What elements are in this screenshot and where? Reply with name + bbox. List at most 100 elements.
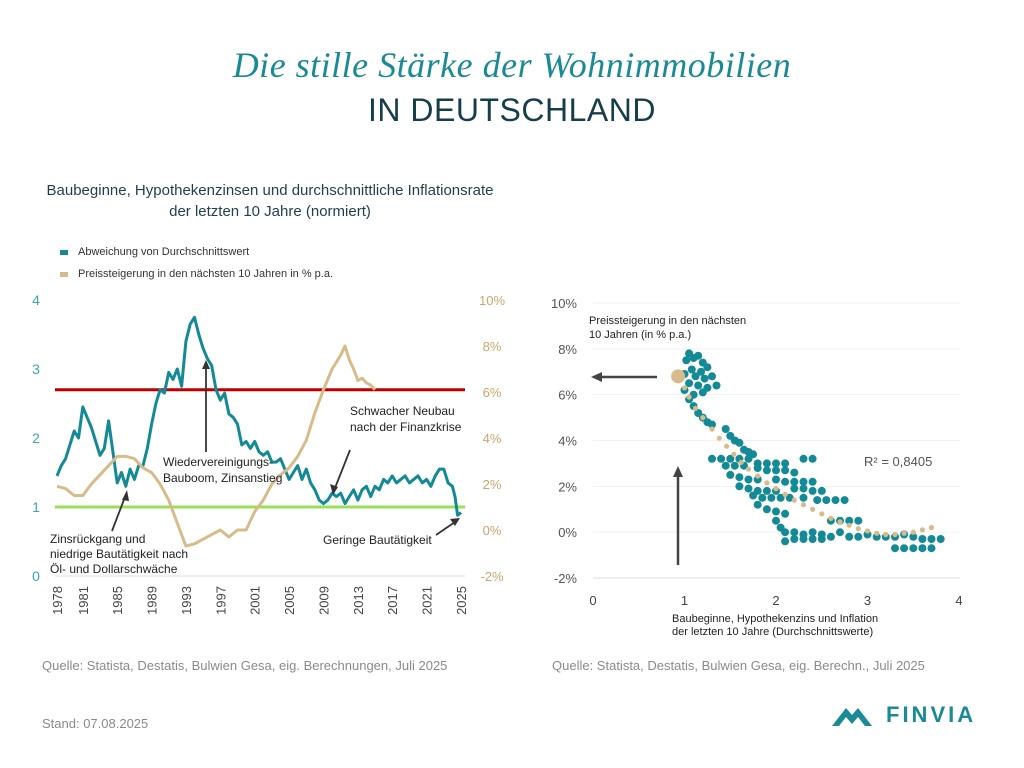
annotation-price-growth: 10 Jahren (in % p.a.) (589, 329, 691, 341)
scatter-point (772, 507, 780, 516)
y-left-tick-label: 2 (32, 430, 40, 446)
scatter-point (753, 464, 762, 472)
r-squared-label: R² = 0,8405 (864, 454, 932, 469)
scatter-point (749, 450, 758, 459)
scatter-point (744, 454, 753, 463)
y-right-tick-label: 6% (483, 385, 502, 400)
scatter-point (694, 351, 703, 360)
arrow-head-icon (122, 490, 129, 501)
scatter-point (790, 484, 799, 493)
scatter-point (772, 459, 780, 468)
annotation-reunification: Bauboom, Zinsanstieg (163, 471, 282, 485)
y-tick-label: 10% (551, 296, 577, 311)
scatter-point (772, 516, 780, 525)
scatter-point (735, 454, 744, 463)
scatter-point (726, 431, 735, 440)
scatter-point (909, 544, 918, 553)
x-tick-label: 1997 (213, 586, 228, 615)
scatter-point (740, 445, 748, 454)
legend-item-deviation: Abweichung von Durchschnittswert (60, 246, 249, 258)
x-tick-label: 2017 (385, 586, 400, 615)
scatter-point (680, 386, 689, 395)
scatter-point (744, 448, 753, 456)
scatter-point (717, 454, 726, 463)
up-arrow-icon (673, 466, 683, 477)
scatter-point (927, 544, 936, 553)
scatter-point (826, 516, 835, 525)
scatter-point (799, 530, 808, 539)
annotation-rate-decline: Öl- und Dollarschwäche (50, 562, 178, 576)
page-subtitle: IN DEUTSCHLAND (368, 92, 656, 128)
x-tick-label: 1993 (179, 586, 194, 615)
scatter-point (753, 486, 762, 495)
trend-point (791, 497, 797, 503)
page-title: Die stille Stärke der Wohnimmobilien (232, 45, 792, 85)
scatter-point (694, 409, 703, 417)
legend-label-price-growth: Preissteigerung in den nächsten 10 Jahre… (78, 268, 333, 280)
x-tick-label: 2021 (420, 586, 435, 615)
scatter-point (817, 486, 826, 495)
source-left: Quelle: Statista, Destatis, Bulwien Gesa… (42, 658, 448, 673)
arrow-head-icon (330, 484, 338, 495)
scatter-point (790, 535, 799, 543)
scatter-point (726, 454, 735, 463)
scatter-point (781, 509, 790, 518)
scatter-point (685, 395, 694, 404)
scatter-point (781, 477, 790, 486)
scatter-point (726, 470, 735, 479)
trend-point (855, 526, 861, 532)
scatter-point (872, 532, 881, 541)
trend-point (681, 385, 688, 391)
scatter-point (694, 381, 703, 390)
scatter-point (781, 528, 790, 537)
scatter-point (790, 477, 799, 486)
scatter-point (845, 516, 854, 525)
scatter-point (927, 535, 936, 543)
scatter-point (712, 381, 721, 390)
trend-point (800, 502, 807, 508)
y-tick-label: 4% (558, 434, 577, 449)
y-left-tick-label: 4 (32, 292, 40, 308)
scatter-point (689, 402, 698, 411)
trend-point (773, 486, 779, 492)
x-tick-label: 1989 (145, 586, 160, 615)
legend-swatch-teal (60, 249, 68, 255)
scatter-point (918, 544, 927, 553)
scatter-point (799, 454, 808, 463)
scatter-point (749, 491, 758, 500)
trend-point (686, 394, 692, 400)
trend-point (731, 451, 737, 457)
annotation-arrow (435, 521, 456, 536)
scatter-point (708, 420, 716, 429)
x-tick-label: 1985 (110, 586, 125, 615)
scatter-point (772, 486, 780, 495)
scatter-point (687, 365, 696, 374)
scatter-point (697, 367, 705, 376)
scatter-point (813, 496, 822, 505)
scatter-point (854, 516, 863, 525)
scatter-point (753, 475, 762, 484)
scatter-point (708, 454, 716, 463)
y-left-tick-label: 3 (32, 361, 40, 377)
x-axis-label: Baubeginne, Hypothekenzins und Inflation (672, 613, 878, 625)
x-tick-label: 2 (772, 593, 779, 608)
x-axis-label: der letzten 10 Jahre (Durchschnittswerte… (672, 626, 873, 638)
scatter-point (845, 532, 854, 541)
annotation-arrow (111, 496, 126, 532)
scatter-point (703, 418, 712, 427)
logo-text: FINVIA (886, 702, 977, 727)
scatter-point (767, 493, 776, 502)
y-right-tick-label: 8% (483, 339, 502, 354)
scatter-point (700, 374, 709, 383)
scatter-point (790, 468, 799, 477)
x-tick-label: 1978 (50, 586, 65, 615)
scatter-point (753, 459, 762, 468)
trend-point (828, 515, 834, 522)
y-right-tick-label: 2% (483, 477, 502, 492)
scatter-point (808, 528, 817, 537)
scatter-point (817, 530, 826, 539)
x-tick-label: 1981 (76, 586, 91, 615)
trend-point (837, 519, 843, 525)
scatter-point (685, 379, 694, 388)
arrow-head-icon (450, 518, 460, 526)
